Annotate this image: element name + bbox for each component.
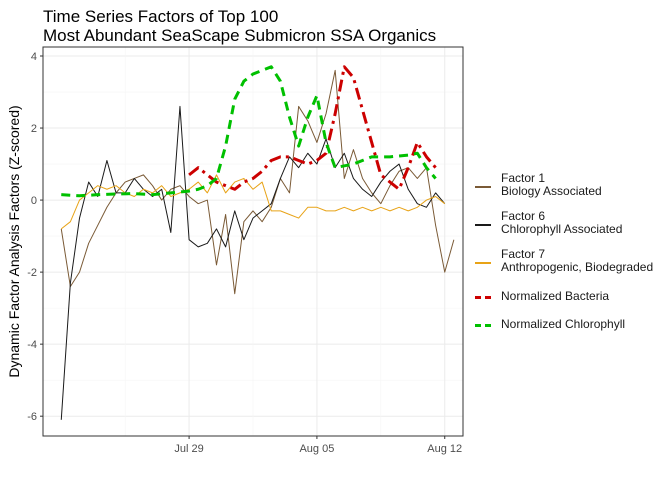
- legend-label-factor-6: Factor 6 Chlorophyll Associated: [501, 209, 623, 236]
- legend-label-factor-1: Factor 1 Biology Associated: [501, 171, 602, 198]
- legend-label-normalized-chlorophyll: Normalized Chlorophyll: [501, 317, 626, 331]
- legend-item-normalized-bacteria: Normalized Bacteria: [471, 282, 671, 320]
- legend-key-factor-1: [475, 186, 491, 188]
- y-tick-label: -4: [27, 339, 37, 351]
- series-line-factor-1: [60, 69, 455, 295]
- chart-title-line-1: Time Series Factors of Top 100: [43, 7, 279, 26]
- y-tick-label: 0: [31, 195, 37, 207]
- x-tick-label: Aug 05: [299, 443, 334, 455]
- x-tick-label: Jul 29: [174, 443, 203, 455]
- plot-panel-border: [42, 46, 464, 437]
- legend-item-normalized-chlorophyll: Normalized Chlorophyll: [471, 317, 671, 358]
- y-axis-label: Dynamic Factor Analysis Factors (Z-score…: [6, 105, 22, 377]
- y-tick-label: 2: [31, 123, 37, 135]
- legend-key-normalized-bacteria: [475, 296, 491, 299]
- chart-title-line-2: Most Abundant SeaScape Submicron SSA Org…: [43, 26, 437, 45]
- series-line-normalized-bacteria: [188, 65, 437, 191]
- y-tick-label: 4: [31, 51, 37, 63]
- legend-key-factor-7: [475, 262, 491, 264]
- legend: Factor 1 Biology Associated Factor 6 Chl…: [471, 168, 671, 358]
- legend-item-factor-1: Factor 1 Biology Associated: [471, 168, 671, 206]
- legend-item-factor-7: Factor 7 Anthropogenic, Biodegraded: [471, 244, 671, 282]
- legend-label-factor-7: Factor 7 Anthropogenic, Biodegraded: [501, 247, 654, 274]
- legend-key-normalized-chlorophyll: [475, 324, 491, 327]
- legend-item-factor-6: Factor 6 Chlorophyll Associated: [471, 206, 671, 244]
- grid: [43, 47, 463, 436]
- legend-label-normalized-bacteria: Normalized Bacteria: [501, 289, 610, 303]
- axes: -6 -4 -2 0 2 4 Jul 29 Aug 05 Aug 12: [27, 51, 462, 455]
- series-line-normalized-chlorophyll: [61, 65, 437, 198]
- x-tick-label: Aug 12: [427, 443, 462, 455]
- series-lines: [60, 65, 455, 420]
- y-tick-label: -2: [27, 267, 37, 279]
- legend-key-factor-6: [475, 224, 491, 226]
- y-tick-label: -6: [27, 411, 37, 423]
